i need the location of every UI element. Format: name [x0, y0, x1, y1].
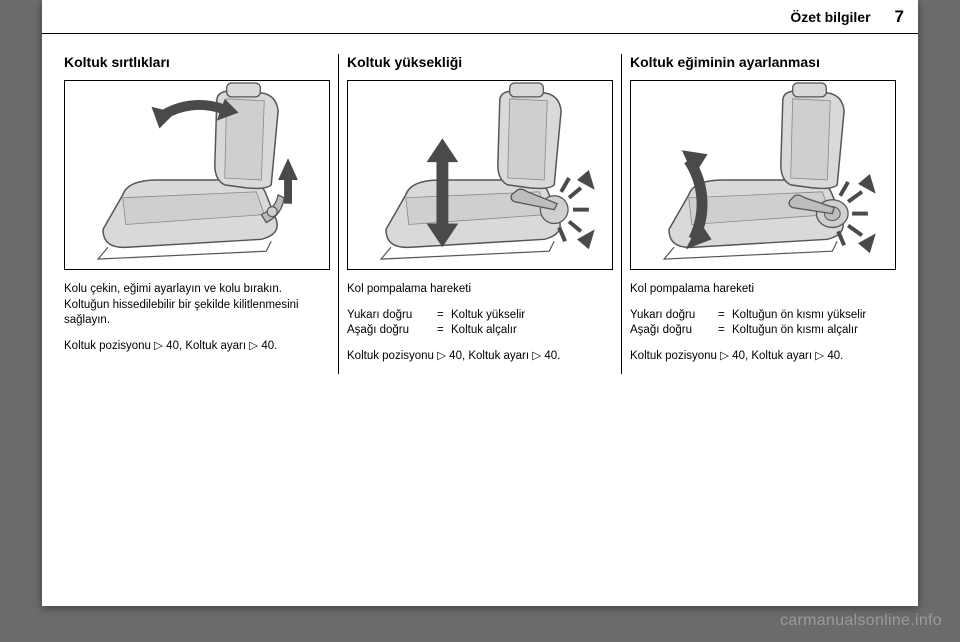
def-row: Aşağı doğru = Koltuk alçalır — [347, 323, 613, 339]
def-val: Koltuğun ön kısmı yükselir — [732, 308, 896, 324]
para-ref-3: Koltuk pozisyonu ▷ 40, Koltuk ayarı ▷ 40… — [630, 349, 896, 365]
def-val: Koltuk yükselir — [451, 308, 613, 324]
figure-height — [347, 80, 613, 270]
figure-backrest — [64, 80, 330, 270]
def-val: Koltuk alçalır — [451, 323, 613, 339]
def-row: Yukarı doğru = Koltuğun ön kısmı yükseli… — [630, 308, 896, 324]
defs-3: Yukarı doğru = Koltuğun ön kısmı yükseli… — [630, 308, 896, 339]
manual-page: Özet bilgiler 7 Koltuk sırtlıkları — [42, 0, 918, 606]
col-backrest: Koltuk sırtlıkları — [56, 54, 338, 374]
watermark: carmanualsonline.info — [780, 612, 942, 630]
def-term: Aşağı doğru — [630, 323, 718, 339]
para-ref-2: Koltuk pozisyonu ▷ 40, Koltuk ayarı ▷ 40… — [347, 349, 613, 365]
para-1: Kolu çekin, eğimi ayarlayın ve kolu bıra… — [64, 282, 330, 329]
col-title: Koltuk eğiminin ayarlanması — [630, 54, 896, 70]
lead-2: Kol pompalama hareketi — [347, 282, 613, 298]
def-eq: = — [437, 323, 451, 339]
def-term: Yukarı doğru — [630, 308, 718, 324]
col-title: Koltuk yüksekliği — [347, 54, 613, 70]
columns: Koltuk sırtlıkları — [42, 34, 918, 374]
page-header: Özet bilgiler 7 — [42, 0, 918, 34]
def-term: Yukarı doğru — [347, 308, 437, 324]
seat-illustration-1 — [65, 81, 329, 269]
col-tilt: Koltuk eğiminin ayarlanması — [621, 54, 904, 374]
para-ref-1: Koltuk pozisyonu ▷ 40, Koltuk ayarı ▷ 40… — [64, 339, 330, 355]
page-number: 7 — [895, 7, 904, 27]
def-val: Koltuğun ön kısmı alçalır — [732, 323, 896, 339]
def-eq: = — [718, 323, 732, 339]
def-row: Aşağı doğru = Koltuğun ön kısmı alçalır — [630, 323, 896, 339]
col-height: Koltuk yüksekliği — [338, 54, 621, 374]
header-title: Özet bilgiler — [790, 9, 870, 25]
seat-illustration-2 — [348, 81, 612, 269]
def-eq: = — [718, 308, 732, 324]
lead-3: Kol pompalama hareketi — [630, 282, 896, 298]
def-row: Yukarı doğru = Koltuk yükselir — [347, 308, 613, 324]
col-title: Koltuk sırtlıkları — [64, 54, 330, 70]
defs-2: Yukarı doğru = Koltuk yükselir Aşağı doğ… — [347, 308, 613, 339]
def-eq: = — [437, 308, 451, 324]
figure-tilt — [630, 80, 896, 270]
def-term: Aşağı doğru — [347, 323, 437, 339]
seat-illustration-3 — [631, 81, 895, 269]
